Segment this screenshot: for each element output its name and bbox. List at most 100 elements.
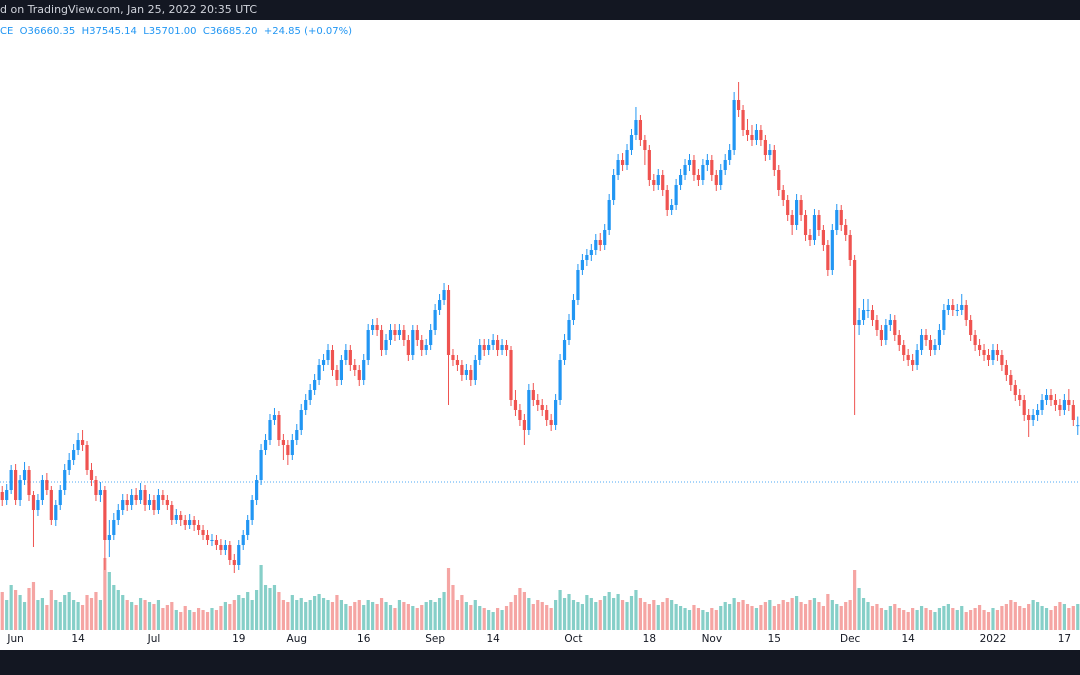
volume-bar xyxy=(857,588,861,630)
volume-bar xyxy=(848,600,852,630)
volume-bar xyxy=(362,605,366,630)
candle-body xyxy=(915,350,919,365)
candle-body xyxy=(991,350,995,360)
volume-bar xyxy=(795,596,799,630)
volume-bar xyxy=(549,608,553,630)
volume-bar xyxy=(18,595,22,630)
candle-body xyxy=(451,355,455,360)
candle-body xyxy=(277,415,281,440)
candle-body xyxy=(977,345,982,350)
candle-body xyxy=(1000,355,1004,365)
volume-bar xyxy=(728,604,732,630)
candle-body xyxy=(147,500,152,505)
volume-bar xyxy=(295,600,299,630)
candle-body xyxy=(536,400,540,405)
candle-body xyxy=(745,130,750,135)
volume-bar xyxy=(915,610,919,630)
volume-bar xyxy=(790,598,794,630)
volume-bar xyxy=(0,592,4,630)
candle-body xyxy=(420,340,424,350)
candle-body xyxy=(299,410,303,430)
volume-bar xyxy=(683,608,687,630)
volume-bar xyxy=(973,608,977,630)
volume-bar xyxy=(411,606,415,630)
candle-body xyxy=(906,355,910,360)
volume-bar xyxy=(518,588,522,630)
candle-body xyxy=(134,495,138,500)
volume-bar xyxy=(371,602,375,630)
volume-bar xyxy=(1018,606,1022,630)
candle-body xyxy=(286,445,290,455)
candle-body xyxy=(384,340,388,350)
candle-body xyxy=(415,330,419,340)
volume-bar xyxy=(313,596,317,630)
volume-bar xyxy=(777,604,781,630)
candle-body xyxy=(478,345,482,360)
candle-body xyxy=(295,430,299,440)
candle-body xyxy=(924,335,928,340)
candle-body xyxy=(121,500,125,510)
volume-bar xyxy=(995,610,1000,630)
candle-body xyxy=(598,240,602,245)
candle-body xyxy=(228,545,232,560)
volume-bar xyxy=(460,595,464,630)
candle-body xyxy=(362,360,366,380)
volume-bar xyxy=(960,606,964,630)
candle-body xyxy=(107,535,111,540)
volume-bar xyxy=(661,602,665,630)
candle-body xyxy=(719,170,723,185)
volume-bar xyxy=(504,606,509,630)
volume-bar xyxy=(719,606,723,630)
volume-bar xyxy=(951,608,955,630)
candle-body xyxy=(330,350,335,370)
candle-body xyxy=(89,470,94,480)
volume-bar xyxy=(9,585,13,630)
volume-bar xyxy=(937,608,942,630)
candle-body xyxy=(995,350,1000,355)
candle-body xyxy=(705,160,709,165)
volume-bar xyxy=(603,596,607,630)
candle-body xyxy=(174,515,178,520)
candle-body xyxy=(853,260,857,325)
volume-bar xyxy=(63,595,67,630)
volume-bar xyxy=(759,605,763,630)
candle-body xyxy=(1013,385,1017,395)
candle-body xyxy=(656,175,660,185)
candle-body xyxy=(446,290,451,355)
volume-bar xyxy=(455,600,460,630)
candle-body xyxy=(379,330,384,350)
volume-bar xyxy=(67,592,71,630)
volume-bar xyxy=(710,608,714,630)
candle-body xyxy=(103,490,107,540)
volume-bar xyxy=(554,600,558,630)
candle-body xyxy=(848,235,852,260)
candle-body xyxy=(803,215,808,235)
volume-bar xyxy=(1000,606,1004,630)
volume-bar xyxy=(509,602,513,630)
candle-body xyxy=(156,495,161,510)
candle-body xyxy=(455,360,460,365)
candle-body xyxy=(665,190,669,210)
candle-body xyxy=(27,470,31,495)
volume-bar xyxy=(1031,600,1035,630)
volume-bar xyxy=(125,600,129,630)
volume-bar xyxy=(897,608,901,630)
candle-body xyxy=(830,230,834,270)
candle-body xyxy=(437,300,442,310)
candle-body xyxy=(406,340,410,355)
volume-bar xyxy=(183,606,187,630)
candle-body xyxy=(210,540,214,541)
candle-body xyxy=(232,560,236,565)
volume-bar xyxy=(344,604,348,630)
volume-bar xyxy=(1049,610,1053,630)
volume-bar xyxy=(1022,608,1026,630)
x-tick-label: 18 xyxy=(643,633,656,645)
volume-bar xyxy=(571,600,576,630)
volume-bar xyxy=(27,588,31,630)
candle-body xyxy=(759,130,763,140)
volume-bar xyxy=(902,610,906,630)
candle-body xyxy=(911,360,915,365)
candle-body xyxy=(281,440,285,445)
candle-body xyxy=(786,200,790,215)
